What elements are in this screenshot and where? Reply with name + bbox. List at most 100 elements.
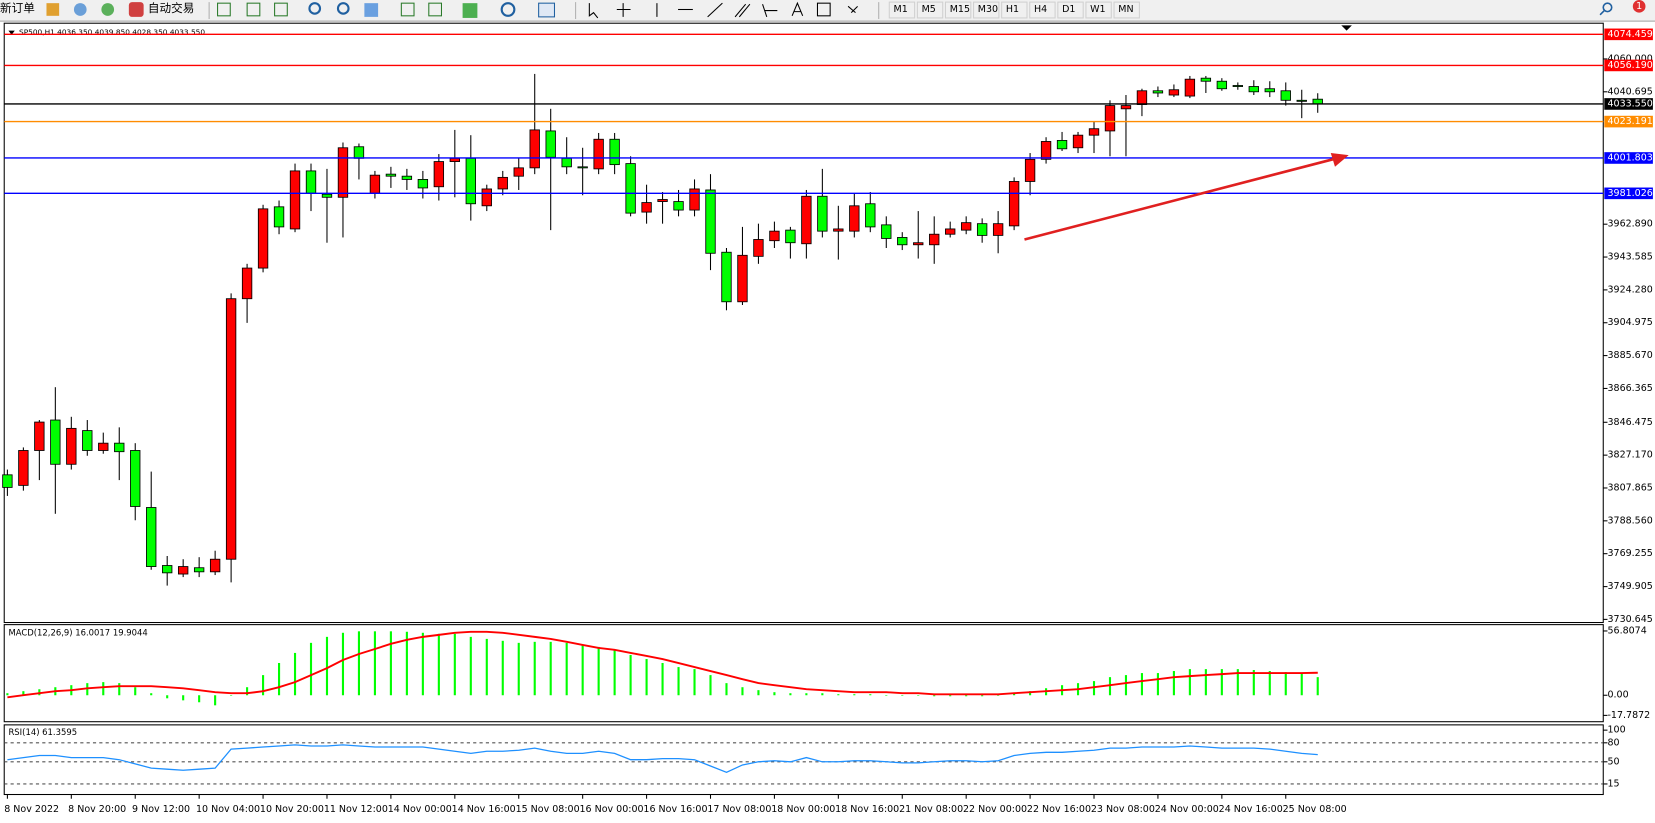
indicators-button[interactable] [462,3,478,18]
histogram-bar [1316,677,1319,696]
toolbar: 新订单 自动交易 M1 M5 M15 M30 H1 H4 D1 W1 MN 1 [0,0,1655,22]
timeframe-button[interactable] [973,1,1000,19]
timeframe-label[interactable]: H1 [1006,4,1019,15]
timeframe-button[interactable] [1113,1,1140,19]
signal-line [7,630,1318,699]
label-tool[interactable] [816,2,831,17]
x-tick-label: 22 Nov 16:00 [1027,804,1091,815]
fibo-tool[interactable] [762,4,778,18]
annotation-arrow [1024,158,1334,241]
icon[interactable] [246,2,261,17]
candle-body [593,138,604,170]
candle-body [1264,88,1275,93]
x-tick-label: 16 Nov 16:00 [643,804,707,815]
y-tick-label: 4060.000 [1607,53,1652,64]
timeframe-label[interactable]: MN [1118,4,1133,15]
icon[interactable] [217,2,231,17]
periods-button[interactable] [500,2,516,17]
channel-tool[interactable] [734,3,751,18]
candle-body [1088,128,1100,136]
histogram-bar [853,694,856,696]
histogram-bar [405,631,408,696]
level-label: 3981.026 [1607,188,1652,199]
timeframe-label[interactable]: D1 [1062,4,1075,15]
histogram-bar [549,641,552,696]
timeframe-button[interactable] [1057,1,1084,19]
timeframe-button[interactable] [944,1,972,19]
timeframe-label[interactable]: W1 [1090,4,1105,15]
histogram-bar [965,695,968,697]
histogram-bar [501,640,504,696]
timeframe-label[interactable]: H4 [1034,4,1047,15]
icon[interactable] [274,2,288,17]
auto-trading-button[interactable]: 自动交易 [148,1,194,15]
icon[interactable] [73,3,87,16]
icon[interactable] [364,3,379,17]
icon[interactable] [101,3,115,16]
candle-body [146,507,157,567]
rsi-line [7,744,1318,774]
histogram-bar [357,631,361,696]
histogram-bar [869,694,872,696]
x-tick-label: 25 Nov 08:00 [1283,804,1347,815]
histogram-bar [1172,671,1175,696]
cursor-tool[interactable] [588,3,599,19]
histogram-bar [629,654,632,696]
trendline-tool[interactable] [707,2,723,18]
zoom-out[interactable] [336,2,350,15]
zoom-in[interactable] [308,2,322,15]
timeframe-label[interactable]: M5 [922,4,936,15]
timeframe-button[interactable] [1001,1,1028,19]
x-tick-label: 10 Nov 20:00 [260,804,324,815]
y-tick-label: 80 [1607,737,1619,748]
timeframe-label[interactable]: M1 [894,4,908,15]
templates-button[interactable] [538,2,556,18]
text-tool[interactable] [791,1,804,17]
histogram-bar [389,631,392,696]
x-tick-label: 16 Nov 00:00 [579,804,643,815]
histogram-bar [1188,669,1191,696]
histogram-bar [821,693,824,696]
timeframe-button[interactable] [1029,1,1056,19]
histogram-bar [661,662,664,696]
candle-body [18,450,29,486]
histogram-bar [1204,669,1207,696]
timeframe-label[interactable]: M30 [978,4,998,15]
histogram-bar [677,667,680,696]
histogram-bar [38,689,41,696]
y-tick-label: 3769.255 [1607,548,1652,559]
candle-body [1072,134,1084,149]
level-label: 4001.803 [1607,152,1652,163]
icon[interactable] [46,3,60,16]
new-order-button[interactable]: 新订单 [0,1,35,15]
histogram-bar [693,669,696,696]
crosshair-tool[interactable] [616,3,631,17]
histogram-bar [277,662,281,696]
level-label-bg [1604,187,1653,200]
y-tick-label: 3943.585 [1607,252,1652,263]
candle-body [82,430,93,451]
chart-shift-marker[interactable] [1341,25,1352,31]
timeframe-button[interactable] [888,1,916,19]
x-tick-label: 24 Nov 00:00 [1155,804,1219,815]
timeframe-button[interactable] [1085,1,1112,19]
candle-body [1024,158,1036,182]
arrows-tool[interactable] [847,5,858,14]
histogram-bar [469,636,472,696]
timeframe-label[interactable]: M15 [950,4,970,15]
icon[interactable] [428,2,443,17]
icon[interactable] [400,2,415,17]
level-label: 4023.191 [1607,116,1652,127]
candle-body [241,267,253,300]
timeframe-button[interactable] [916,1,944,19]
search-button[interactable] [1602,2,1613,13]
candle-body [130,450,141,507]
notification-badge[interactable] [1632,0,1646,13]
candle-body [545,130,556,158]
histogram-bar [613,649,616,696]
auto-trading-icon[interactable] [128,2,144,17]
candle-body [2,474,13,488]
y-tick-label: 3827.170 [1607,450,1652,461]
